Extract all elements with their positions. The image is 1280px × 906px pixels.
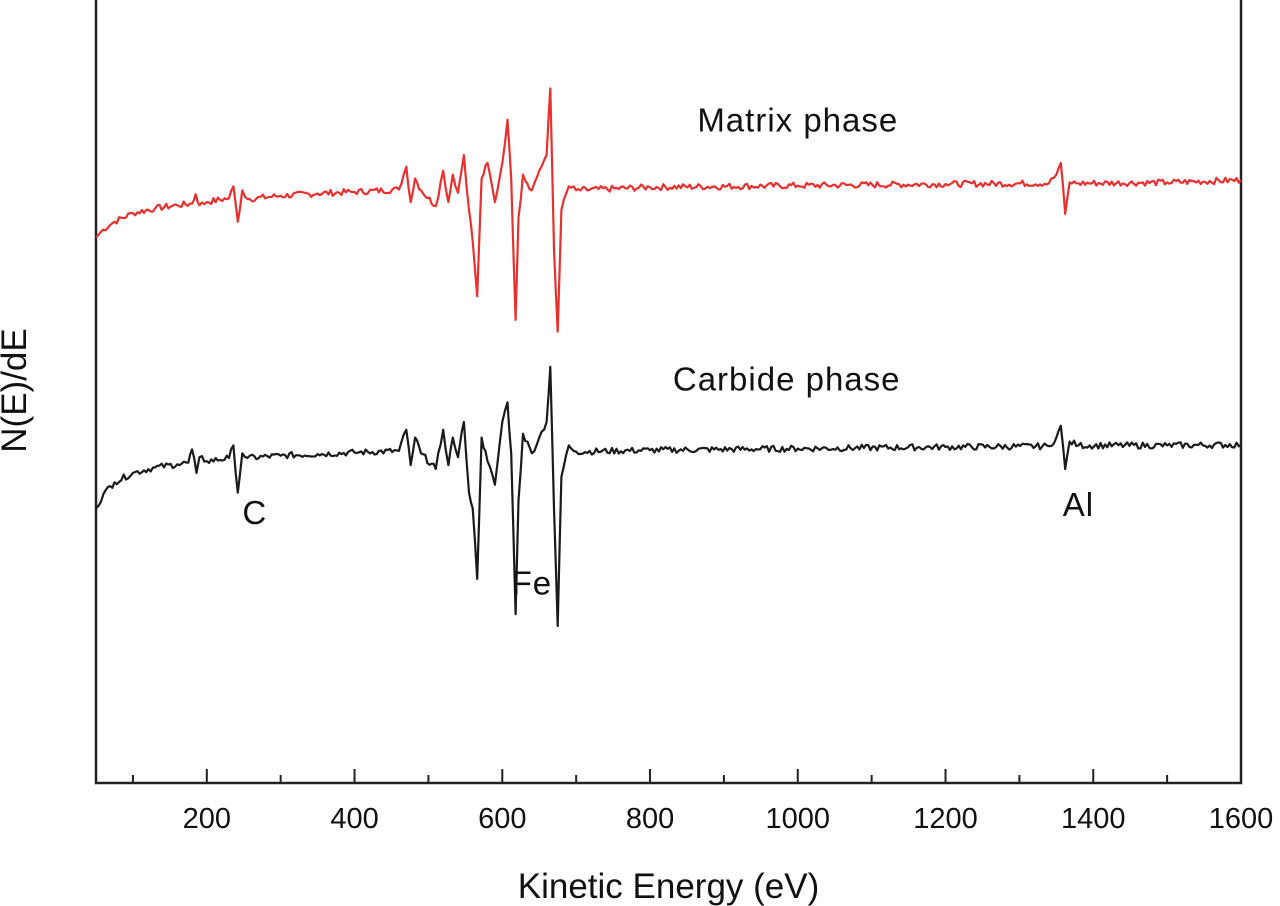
peak-annotation: Matrix phase: [697, 101, 898, 138]
x-tick-label: 400: [330, 803, 378, 835]
peak-annotation: C: [242, 494, 267, 531]
peak-annotation: Al: [1063, 486, 1094, 523]
x-tick-label: 600: [478, 803, 526, 835]
annotation-layer: Matrix phase Carbide phase C Fe Al: [242, 101, 1094, 602]
peak-annotation: Carbide phase: [673, 361, 901, 398]
series-layer: [95, 87, 1242, 628]
x-tick-label: 1000: [766, 803, 831, 835]
plot-frame: [94, 0, 1243, 785]
peak-annotation: Fe: [512, 565, 553, 602]
x-tick-label: 1200: [913, 803, 978, 835]
x-axis-title: Kinetic Energy (eV): [518, 867, 820, 906]
x-tick-label: 1400: [1061, 803, 1126, 835]
x-tick-label: 800: [626, 803, 674, 835]
y-axis-title: N(E)/dE: [0, 328, 34, 452]
plot-area: [94, 0, 1243, 785]
series-line-1: [95, 87, 1242, 333]
x-tick-label: 1600: [1209, 803, 1274, 835]
x-axis: 200 400 600 800 1000 1200 1400 1600: [131, 769, 1274, 835]
series-line-2: [95, 365, 1242, 628]
x-tick-label: 200: [183, 803, 231, 835]
